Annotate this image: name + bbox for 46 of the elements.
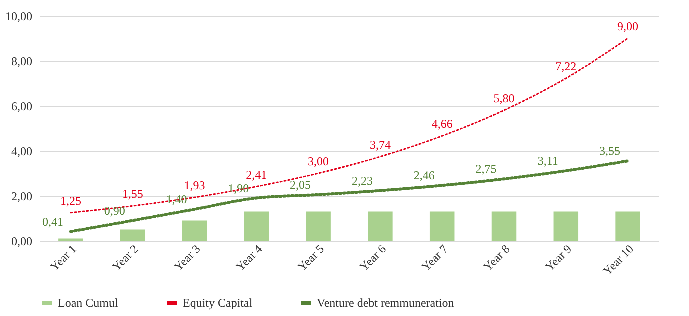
data-label: 9,00 xyxy=(618,20,639,34)
x-tick-label: Year 5 xyxy=(295,242,328,274)
y-tick-label: 8,00 xyxy=(12,54,32,68)
bar xyxy=(182,220,208,241)
data-label: 0,90 xyxy=(104,204,126,218)
data-label: 3,11 xyxy=(538,154,558,168)
x-tick-label: Year 1 xyxy=(48,242,80,274)
y-tick-label: 2,00 xyxy=(12,190,32,204)
data-label: 2,46 xyxy=(414,168,435,183)
data-label: 5,80 xyxy=(494,92,515,106)
x-tick-label: Year 4 xyxy=(233,242,266,274)
bar xyxy=(616,212,640,241)
bar xyxy=(306,212,331,241)
x-tick-label: Year 7 xyxy=(418,242,451,274)
x-tick-label: Year 3 xyxy=(171,242,204,274)
data-label: 3,00 xyxy=(308,154,330,168)
legend-label: Venture debt remmuneration xyxy=(317,296,454,310)
y-tick-label: 6,00 xyxy=(12,100,32,114)
bar xyxy=(430,212,455,241)
data-label: 1,25 xyxy=(60,194,82,208)
bar xyxy=(120,230,146,241)
bar xyxy=(244,212,270,241)
data-label: 2,23 xyxy=(352,174,373,188)
data-label: 7,22 xyxy=(556,60,577,74)
data-label: 2,75 xyxy=(476,162,497,176)
data-label: 0,41 xyxy=(42,214,64,229)
x-tick-label: Year 2 xyxy=(109,242,142,274)
y-tick-label: 4,00 xyxy=(12,144,32,158)
bar xyxy=(554,212,579,241)
bar xyxy=(492,212,517,241)
y-tick-label: 0,00 xyxy=(12,234,32,248)
x-tick-label: Year 8 xyxy=(480,242,513,274)
legend-label: Loan Cumul xyxy=(58,296,119,310)
data-label: 2,41 xyxy=(246,168,268,182)
data-label: 3,74 xyxy=(370,138,391,152)
data-label: 2,05 xyxy=(290,178,312,192)
bar xyxy=(368,212,393,241)
data-label: 3,55 xyxy=(600,144,621,158)
x-tick-label: Year 9 xyxy=(542,242,575,274)
data-label: 1,93 xyxy=(184,178,206,193)
y-tick-label: 10,00 xyxy=(6,10,32,24)
data-label: 1,55 xyxy=(122,187,144,202)
legend-label: Equity Capital xyxy=(183,296,254,310)
x-tick-label: Year 6 xyxy=(357,242,389,274)
x-tick-label: Year 10 xyxy=(600,242,637,278)
data-label: 4,66 xyxy=(432,117,453,132)
